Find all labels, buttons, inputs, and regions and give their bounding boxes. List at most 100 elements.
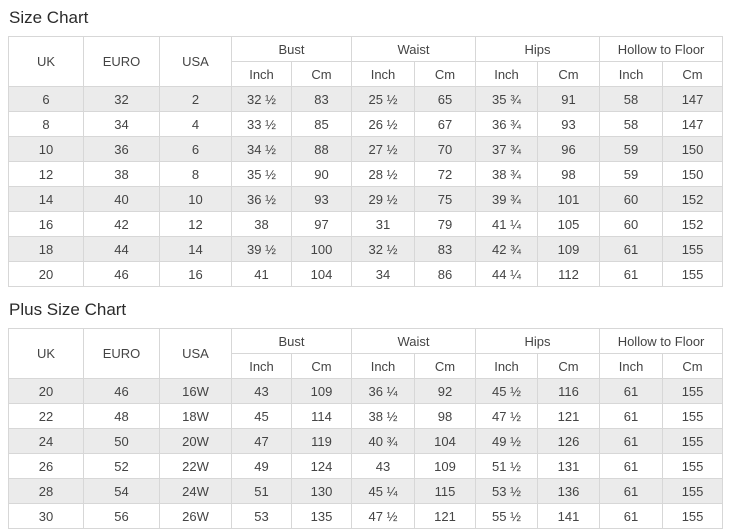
table-cell: 29 ½ [351, 186, 416, 212]
table-cell: 93 [290, 186, 353, 212]
table-cell: 44 [83, 236, 160, 262]
size-chart-header: UK EURO USA Bust Waist Hips Hollow to Fl… [8, 36, 724, 87]
table-row: 30 56 26W 53 135 47 ½ 121 55 ½ 141 61 155 [8, 503, 724, 529]
header-row-units: Inch Cm Inch Cm Inch Cm Inch Cm [9, 61, 724, 87]
table-cell: 43 [351, 453, 416, 479]
table-cell: 147 [662, 111, 724, 137]
table-cell: 10 [159, 186, 232, 212]
table-cell: 27 ½ [351, 136, 416, 162]
table-row: 12 38 8 35 ½ 90 28 ½ 72 38 ¾ 98 59 150 [8, 161, 724, 187]
table-cell: 130 [290, 478, 353, 504]
plus-size-chart-body: 20 46 16W 43 109 36 ¼ 92 45 ½ 116 61 155 22 48 18W 45 1… [8, 378, 724, 529]
table-cell: 155 [662, 261, 724, 287]
col-header-waist-inch: Inch [351, 353, 416, 379]
table-cell: 119 [290, 428, 353, 454]
table-cell: 70 [414, 136, 477, 162]
table-cell: 39 ½ [231, 236, 292, 262]
table-cell: 83 [290, 86, 353, 112]
table-cell: 109 [290, 378, 353, 404]
header-row-groups: UK EURO USA Bust Waist Hips Hollow to Fl… [8, 36, 724, 87]
table-cell: 14 [159, 236, 232, 262]
table-cell: 121 [537, 403, 601, 429]
table-cell: 72 [414, 161, 477, 187]
col-header-bust-cm: Cm [290, 353, 353, 379]
table-cell: 101 [537, 186, 601, 212]
table-cell: 18 [8, 236, 84, 262]
table-cell: 34 ½ [231, 136, 292, 162]
table-cell: 98 [537, 161, 601, 187]
table-cell: 40 ¾ [351, 428, 416, 454]
col-header-euro: EURO [83, 328, 160, 379]
table-cell: 155 [662, 478, 724, 504]
table-cell: 36 ¼ [351, 378, 416, 404]
table-cell: 51 ½ [475, 453, 539, 479]
col-header-hips-cm: Cm [537, 61, 601, 87]
table-cell: 67 [414, 111, 477, 137]
table-cell: 59 [599, 136, 664, 162]
table-cell: 112 [537, 261, 601, 287]
table-cell: 25 ½ [351, 86, 416, 112]
col-header-bust-inch: Inch [231, 353, 292, 379]
table-cell: 115 [414, 478, 477, 504]
plus-size-chart-header: UK EURO USA Bust Waist Hips Hollow to Fl… [8, 328, 724, 379]
table-cell: 47 ½ [351, 503, 416, 529]
table-cell: 45 ¼ [351, 478, 416, 504]
table-cell: 52 [83, 453, 160, 479]
col-header-waist: Waist [351, 36, 477, 62]
table-cell: 79 [414, 211, 477, 237]
table-cell: 155 [662, 503, 724, 529]
table-cell: 46 [83, 261, 160, 287]
col-header-uk: UK [8, 328, 84, 379]
table-cell: 105 [537, 211, 601, 237]
table-cell: 61 [599, 403, 664, 429]
table-cell: 47 [231, 428, 292, 454]
table-cell: 26 ½ [351, 111, 416, 137]
col-header-hips-inch: Inch [475, 61, 539, 87]
table-row: 22 48 18W 45 114 38 ½ 98 47 ½ 121 61 155 [8, 403, 724, 429]
table-cell: 36 ¾ [475, 111, 539, 137]
table-cell: 49 [231, 453, 292, 479]
table-cell: 6 [8, 86, 84, 112]
table-cell: 51 [231, 478, 292, 504]
table-cell: 61 [599, 378, 664, 404]
col-header-bust: Bust [230, 328, 353, 354]
table-cell: 59 [599, 161, 664, 187]
table-cell: 150 [662, 161, 724, 187]
table-cell: 86 [414, 261, 477, 287]
table-cell: 32 [83, 86, 160, 112]
size-chart-table: UK EURO USA Bust Waist Hips Hollow to Fl… [8, 36, 724, 287]
table-cell: 8 [8, 111, 84, 137]
table-cell: 24W [159, 478, 232, 504]
col-header-htf-cm: Cm [662, 61, 724, 87]
col-header-usa: USA [159, 36, 232, 87]
table-cell: 35 ¾ [475, 86, 539, 112]
table-cell: 155 [662, 453, 724, 479]
table-cell: 2 [159, 86, 232, 112]
table-cell: 8 [159, 161, 232, 187]
table-cell: 4 [159, 111, 232, 137]
col-header-hips: Hips [475, 36, 601, 62]
table-cell: 22W [159, 453, 232, 479]
table-cell: 26 [8, 453, 84, 479]
table-cell: 90 [290, 161, 353, 187]
table-cell: 155 [662, 236, 724, 262]
table-cell: 38 [231, 211, 292, 237]
table-cell: 14 [8, 186, 84, 212]
table-row: 28 54 24W 51 130 45 ¼ 115 53 ½ 136 61 155 [8, 478, 724, 504]
table-cell: 97 [290, 211, 353, 237]
table-cell: 48 [83, 403, 160, 429]
table-cell: 150 [662, 136, 724, 162]
table-cell: 126 [537, 428, 601, 454]
table-cell: 46 [83, 378, 160, 404]
table-cell: 93 [537, 111, 601, 137]
col-header-htf-inch: Inch [599, 353, 664, 379]
col-header-hollow-to-floor: Hollow to Floor [599, 328, 724, 354]
table-cell: 37 ¾ [475, 136, 539, 162]
plus-size-chart-title: Plus Size Chart [9, 300, 127, 319]
col-header-waist-inch: Inch [351, 61, 416, 87]
table-cell: 61 [599, 261, 664, 287]
table-cell: 41 ¼ [475, 211, 539, 237]
col-header-hollow-to-floor: Hollow to Floor [599, 36, 724, 62]
table-cell: 38 ½ [351, 403, 416, 429]
col-header-bust-inch: Inch [231, 61, 292, 87]
